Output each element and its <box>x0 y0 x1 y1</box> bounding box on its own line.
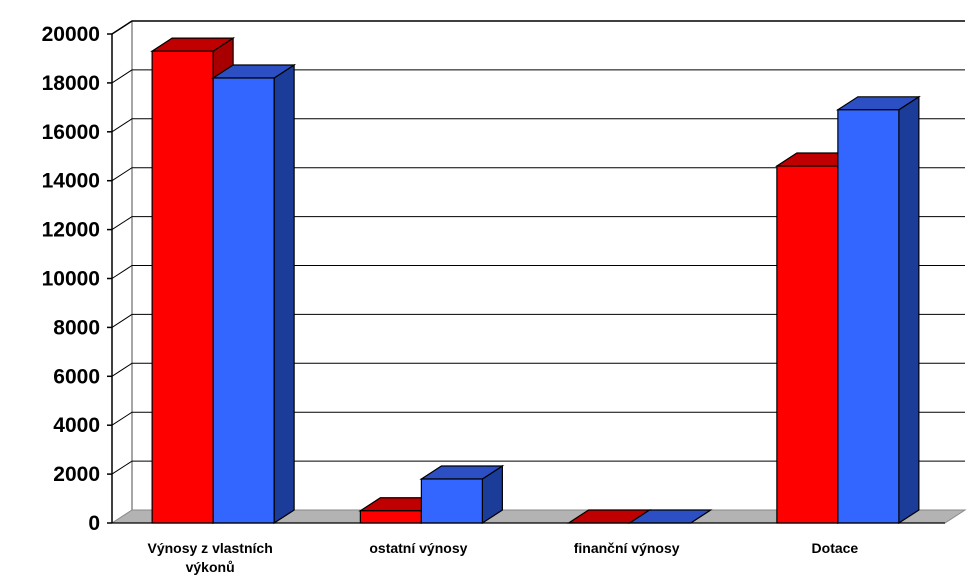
bar-0-1 <box>211 63 297 525</box>
gridline <box>111 265 965 279</box>
bar-front <box>212 77 275 524</box>
y-tick-label: 12000 <box>42 219 100 242</box>
x-tick-label: ostatní výnosy <box>369 540 467 556</box>
y-tick-label: 14000 <box>42 170 100 193</box>
y-tick-label: 8000 <box>53 316 100 339</box>
y-tick-label: 10000 <box>42 268 100 291</box>
y-tick-label: 16000 <box>42 121 100 144</box>
gridline <box>111 313 965 328</box>
gridline <box>111 118 965 133</box>
bars <box>150 37 921 525</box>
x-tick-label: Dotace <box>812 540 859 556</box>
plot-top-border <box>111 20 965 35</box>
bar-front <box>359 510 422 524</box>
gridline <box>111 167 965 182</box>
gridline <box>111 460 965 475</box>
y-tick-label: 20000 <box>42 23 100 46</box>
x-tick-label: finanční výnosy <box>574 540 680 556</box>
y-tick-label: 0 <box>88 512 100 535</box>
x-axis: Výnosy z vlastních výkonů ostatní výnosy fi… <box>112 522 945 575</box>
y-axis: 0 2000 4000 6000 8000 10000 12000 14000 16000 180… <box>42 20 965 535</box>
bar-side <box>898 95 920 525</box>
bar-front <box>776 165 839 524</box>
y-tick-label: 4000 <box>53 414 100 437</box>
y-tick-label: 18000 <box>42 72 100 95</box>
bar-1-1 <box>419 464 505 525</box>
y-tick-label: 6000 <box>53 365 100 388</box>
bar-3-1 <box>835 95 921 525</box>
x-tick-label: Výnosy z vlastních výkonů <box>147 540 272 575</box>
bar-front <box>420 478 483 524</box>
gridline <box>111 69 965 84</box>
gridline <box>111 216 965 231</box>
bar-front <box>151 50 214 524</box>
bar-front <box>837 109 900 524</box>
bar-side <box>273 63 295 525</box>
y-tick-label: 2000 <box>53 463 100 486</box>
gridline <box>111 411 965 426</box>
gridline <box>111 20 965 35</box>
gridline <box>111 362 965 377</box>
